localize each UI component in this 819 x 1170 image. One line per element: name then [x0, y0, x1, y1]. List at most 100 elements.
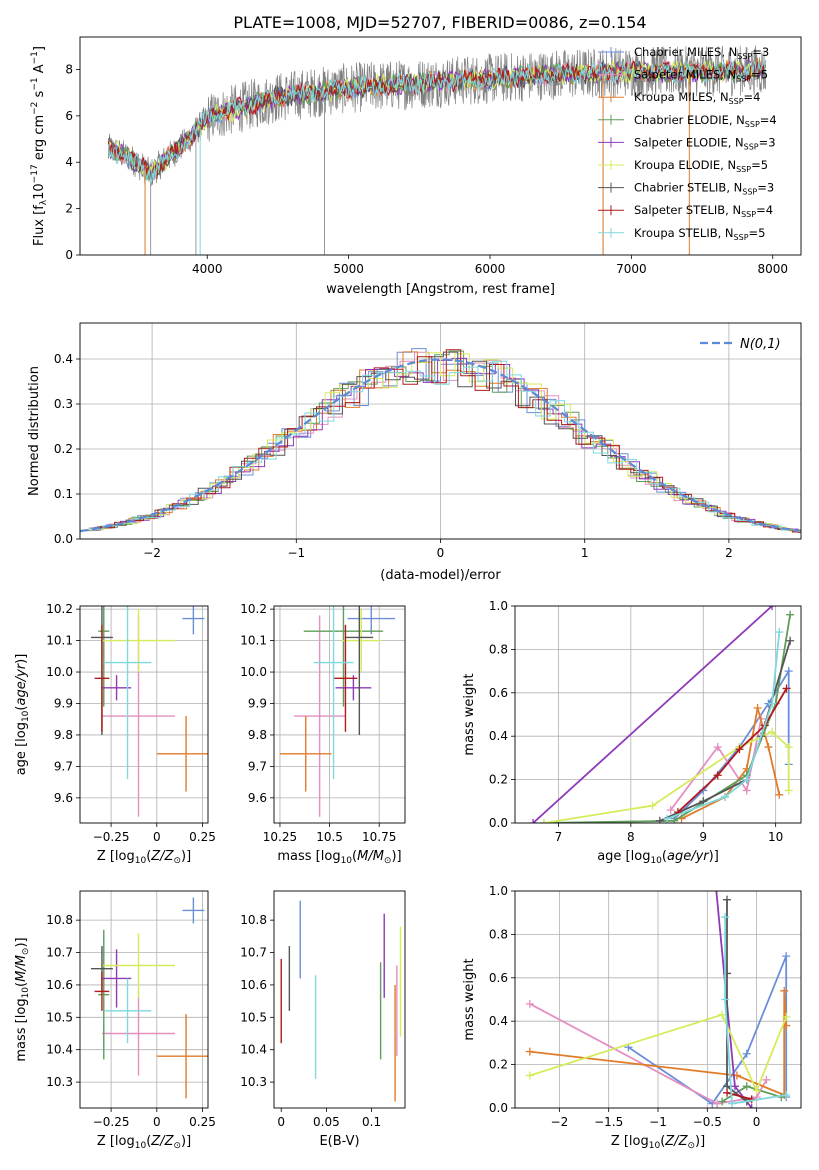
- weight-marker: [742, 775, 751, 784]
- legend-model: Salpeter STELIB, N: [634, 203, 741, 217]
- weight-vs-age-ytick-label: 0.0: [489, 816, 508, 830]
- weight-vs-z-panel: −2 −1.5 −1 −0.5 0 0.0 0.2 0.4 0.6 0.8 1.0: [489, 884, 802, 1129]
- age-vs-z-ytick-label: 10.1: [46, 634, 73, 648]
- weight-vs-age-xlabel-part: )]: [709, 849, 719, 864]
- residuals-xtick-label: 1: [581, 546, 589, 560]
- spectrum-ylabel: Flux [fλ10−17 erg cm−2 s−1 A−1]: [30, 46, 49, 246]
- weight-vs-age-ytick-label: 0.8: [489, 642, 508, 656]
- legend-model: Kroupa MILES, N: [634, 90, 729, 104]
- residuals-xtick-label: 2: [725, 546, 733, 560]
- spectrum-xtick-label: 6000: [475, 262, 506, 276]
- spectrum-xtick-label: 5000: [333, 262, 364, 276]
- residuals-panel: −2 −1 0 1 2 0.0 0.1 0.2 0.3 0.4 N(0,1): [54, 322, 802, 560]
- weight-vs-age-xlabel: age [log10(age/yr)]: [597, 849, 719, 866]
- weight-vs-age-ytick-label: 0.6: [489, 686, 508, 700]
- age-vs-z-xlabel-part: ⊙: [173, 856, 181, 866]
- mass-vs-z-ytick-label: 10.4: [46, 1043, 73, 1057]
- age-vs-mass-ytick-label: 9.7: [248, 759, 267, 773]
- residuals-xtick-label: −1: [287, 546, 305, 560]
- weight-vs-z-xlabel-part: )]: [695, 1134, 705, 1149]
- legend-nssp-sub: SSP: [734, 233, 749, 242]
- weight-vs-age-ylabel: mass weight: [462, 673, 477, 755]
- mass-vs-z-xlabel-part: 10: [135, 1141, 147, 1151]
- weight-marker: [775, 790, 784, 799]
- residual-histogram: [85, 349, 801, 533]
- weight-series: [543, 730, 790, 823]
- mass-vs-ebv-ytick-label: 10.5: [240, 1010, 267, 1024]
- residuals-ytick-label: 0.4: [54, 352, 73, 366]
- weight-series: [529, 1003, 768, 1105]
- mass-vs-z-xlabel-part: ⊙: [173, 1141, 181, 1151]
- mass-vs-z-xlabel-part: (: [146, 1134, 151, 1149]
- legend-entry: Kroupa MILES, NSSP=4: [634, 90, 760, 106]
- spectrum-ylabel-part: −1: [30, 77, 40, 90]
- residuals-ytick-label: 0.0: [54, 532, 73, 546]
- spectrum-ticks: 4000 5000 6000 7000 8000 0 2 4 6 8: [65, 62, 788, 276]
- mass-vs-z-xtick-label: 0.25: [189, 1115, 216, 1129]
- weight-vs-z-ytick-label: 0.8: [489, 927, 508, 941]
- residuals-ticks: −2 −1 0 1 2 0.0 0.1 0.2 0.3 0.4: [54, 352, 733, 560]
- weight-vs-age-xtick-label: 10: [768, 830, 783, 844]
- residuals-ylabel: Normed distribution: [27, 366, 42, 496]
- residuals-xtick-label: −2: [143, 546, 161, 560]
- spectrum-ylabel-part: −2: [30, 102, 40, 115]
- mass-vs-z-xtick-label: 0: [153, 1115, 161, 1129]
- legend-model: Salpeter MILES, N: [634, 68, 736, 82]
- legend-nssp-sub: SSP: [741, 210, 756, 219]
- weight-vs-z-xlabel-part: Z/Z: [664, 1134, 688, 1149]
- legend-entry: Chabrier MILES, NSSP=3: [634, 45, 769, 61]
- weight-vs-age-xlabel-part: age [log: [597, 849, 650, 864]
- spectrum-ylabel-part: −1: [30, 51, 40, 64]
- spectrum-ylabel-part: ]: [32, 46, 47, 51]
- weight-vs-age-xlabel-part: 10: [650, 856, 662, 866]
- weight-marker: [784, 743, 793, 752]
- age-vs-z-panel: −0.25 0 0.25 9.6 9.7 9.8 9.9 10.0 10.1 10.2: [46, 602, 216, 844]
- age-vs-mass-data: [279, 606, 396, 817]
- legend-entry: Chabrier STELIB, NSSP=3: [634, 181, 774, 197]
- mass-vs-ebv-xlabel: E(B-V): [319, 1134, 359, 1149]
- residual-histogram: [80, 352, 801, 532]
- age-vs-mass-xlabel-part: 10: [341, 856, 353, 866]
- weight-marker: [768, 699, 777, 708]
- weight-marker: [720, 792, 729, 801]
- age-vs-z-ytick-label: 9.7: [54, 759, 73, 773]
- weight-marker: [782, 684, 791, 693]
- legend-nssp-sub: SSP: [744, 142, 759, 151]
- weight-vs-z-ytick-label: 0.6: [489, 971, 508, 985]
- age-vs-mass-xlabel-part: ⊙: [384, 856, 392, 866]
- mass-vs-z-panel: −0.25 0 0.25 10.3 10.4 10.5 10.6 10.7 10.8: [46, 890, 216, 1129]
- weight-vs-z-xlabel-part: ⊙: [687, 1141, 695, 1151]
- normal-curve: [80, 358, 799, 533]
- weight-series: [532, 606, 773, 823]
- weight-vs-z-xtick-label: −1: [649, 1115, 667, 1129]
- spectrum-ylabel-part: s: [32, 90, 47, 101]
- age-vs-z-xlabel-part: )]: [181, 849, 191, 864]
- weight-marker: [782, 1012, 791, 1021]
- mass-vs-ebv-xtick-label: 0: [277, 1115, 285, 1129]
- weight-marker: [525, 1047, 534, 1056]
- spectrum-xlabel: wavelength [Angstrom, rest frame]: [326, 282, 555, 297]
- age-vs-mass-ytick-label: 9.8: [248, 728, 267, 742]
- weight-vs-age-xtick-label: 8: [627, 830, 635, 844]
- legend-entry: Salpeter MILES, NSSP=5: [634, 68, 768, 84]
- residuals-ytick-label: 0.3: [54, 397, 73, 411]
- weight-marker: [768, 606, 777, 610]
- mass-vs-ebv-ytick-label: 10.6: [240, 978, 267, 992]
- age-vs-z-xtick-label: −0.25: [93, 830, 130, 844]
- mass-vs-z-ylabel: mass [log10(M/M⊙)]: [14, 937, 31, 1061]
- weight-vs-z-ytick-label: 0.2: [489, 1058, 508, 1072]
- mass-vs-z-data: [90, 897, 208, 1099]
- weight-marker: [721, 995, 730, 1004]
- age-vs-z-ytick-label: 10.0: [46, 665, 73, 679]
- weight-marker: [768, 727, 777, 736]
- spectrum-ytick-label: 0: [65, 248, 73, 262]
- weight-marker: [718, 1097, 727, 1106]
- weight-vs-age-ytick-label: 0.2: [489, 773, 508, 787]
- spectrum-ytick-label: 2: [65, 202, 73, 216]
- age-vs-z-ytick-label: 9.8: [54, 728, 73, 742]
- mass-vs-z-frame: [79, 890, 209, 1109]
- age-vs-z-ytick-label: 10.2: [46, 602, 73, 616]
- age-vs-z-ylabel-part: age/yr: [14, 662, 29, 705]
- weight-marker: [764, 743, 773, 752]
- mass-vs-z-ticks: −0.25 0 0.25 10.3 10.4 10.5 10.6 10.7 10.8: [46, 913, 216, 1129]
